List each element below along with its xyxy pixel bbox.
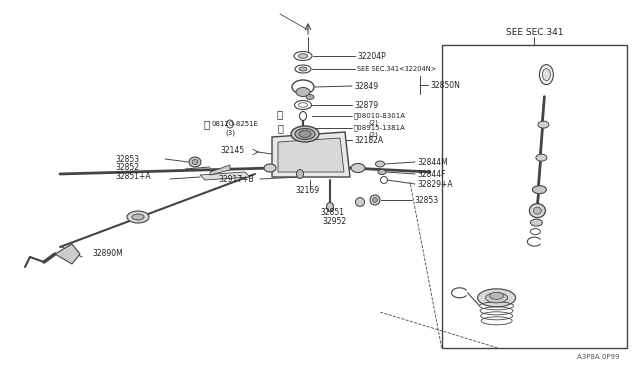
Polygon shape: [55, 244, 80, 264]
Polygon shape: [200, 172, 250, 180]
Ellipse shape: [291, 126, 319, 142]
Ellipse shape: [486, 293, 508, 303]
Text: 32853: 32853: [414, 196, 438, 205]
Ellipse shape: [540, 65, 554, 85]
Ellipse shape: [306, 94, 314, 99]
Text: 32917+B: 32917+B: [218, 174, 253, 183]
Ellipse shape: [477, 289, 516, 307]
Text: 32169: 32169: [295, 186, 319, 195]
Ellipse shape: [532, 186, 547, 194]
Text: Ⓦ: Ⓦ: [277, 123, 283, 133]
Text: 32849: 32849: [354, 81, 378, 90]
Polygon shape: [278, 138, 344, 172]
Text: 32952: 32952: [322, 217, 346, 225]
Text: 32829+A: 32829+A: [417, 180, 452, 189]
Ellipse shape: [132, 214, 144, 220]
Text: Ⓑ08010-8301A: Ⓑ08010-8301A: [354, 113, 406, 119]
Text: 08120-8251E: 08120-8251E: [212, 121, 259, 127]
Ellipse shape: [127, 211, 149, 223]
Text: 32851: 32851: [320, 208, 344, 217]
Ellipse shape: [264, 164, 276, 172]
Text: 32890M: 32890M: [92, 250, 123, 259]
Text: SEE SEC.341: SEE SEC.341: [506, 28, 563, 37]
Text: 32879: 32879: [354, 100, 378, 109]
Text: 32145: 32145: [220, 145, 244, 154]
Text: SEE SEC.341<32204N>: SEE SEC.341<32204N>: [357, 66, 436, 72]
Ellipse shape: [531, 219, 542, 226]
Text: (2): (2): [368, 120, 378, 126]
Ellipse shape: [326, 202, 333, 212]
Ellipse shape: [490, 292, 504, 299]
Text: 32182A: 32182A: [354, 135, 383, 144]
Polygon shape: [210, 165, 230, 175]
Ellipse shape: [299, 67, 307, 71]
Ellipse shape: [295, 128, 315, 140]
Polygon shape: [272, 132, 350, 177]
Ellipse shape: [538, 121, 549, 128]
Ellipse shape: [542, 69, 550, 81]
Ellipse shape: [370, 195, 380, 205]
Text: Ⓦ08915-1381A: Ⓦ08915-1381A: [354, 125, 406, 131]
Text: 32850N: 32850N: [430, 80, 460, 90]
Text: 32853: 32853: [115, 154, 139, 164]
Ellipse shape: [328, 151, 333, 157]
Bar: [442, 45, 627, 348]
Text: 32844F: 32844F: [417, 170, 445, 179]
Ellipse shape: [296, 87, 310, 96]
Text: Ⓑ: Ⓑ: [204, 119, 210, 129]
Text: (3): (3): [225, 130, 235, 136]
Text: 32851+A: 32851+A: [115, 171, 150, 180]
Text: Ⓑ: Ⓑ: [277, 109, 283, 119]
Ellipse shape: [536, 154, 547, 161]
Ellipse shape: [529, 203, 545, 218]
Text: A3P8A 0P99: A3P8A 0P99: [577, 354, 620, 360]
Text: 32844M: 32844M: [417, 157, 448, 167]
Ellipse shape: [299, 131, 311, 138]
Ellipse shape: [189, 157, 201, 167]
Text: (2): (2): [368, 132, 378, 138]
Ellipse shape: [533, 207, 541, 214]
Ellipse shape: [192, 160, 198, 164]
Ellipse shape: [351, 164, 365, 173]
Ellipse shape: [378, 170, 386, 174]
Ellipse shape: [301, 130, 305, 138]
Ellipse shape: [298, 54, 307, 58]
Ellipse shape: [372, 198, 378, 202]
Ellipse shape: [296, 170, 303, 179]
Ellipse shape: [355, 198, 365, 206]
Ellipse shape: [376, 161, 385, 167]
Text: 32204P: 32204P: [357, 51, 386, 61]
Text: 32852: 32852: [115, 163, 139, 171]
